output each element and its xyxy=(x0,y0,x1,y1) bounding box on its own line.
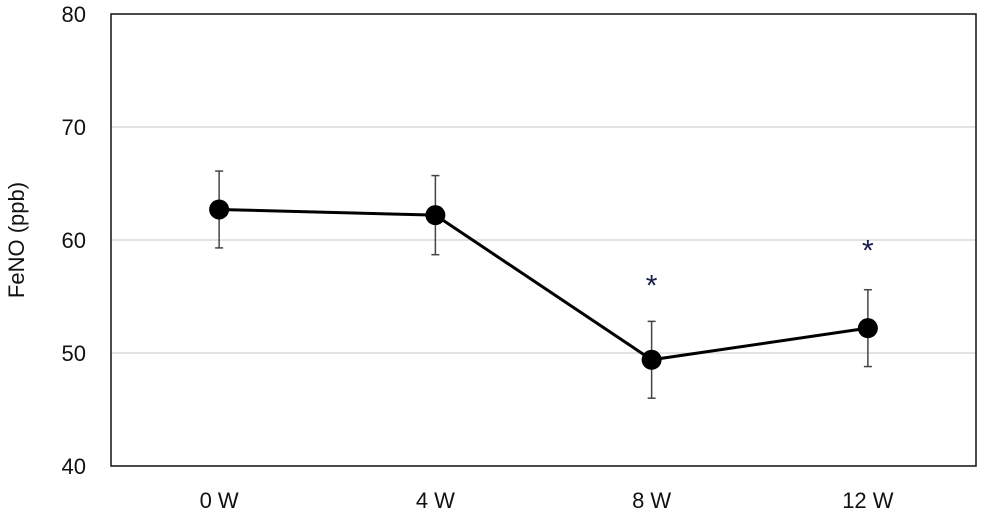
y-tick-label: 50 xyxy=(62,341,86,366)
error-bars xyxy=(215,170,872,399)
x-tick-label: 4 W xyxy=(416,488,455,513)
significance-star: * xyxy=(646,270,658,303)
gridlines xyxy=(111,126,976,354)
y-tick-label: 80 xyxy=(62,2,86,27)
series-line xyxy=(219,207,869,362)
x-axis-ticks: 0 W 4 W 8 W 12 W xyxy=(200,488,894,513)
data-points xyxy=(209,199,878,370)
data-point xyxy=(425,205,446,226)
significance-star: * xyxy=(862,235,874,268)
data-point xyxy=(641,349,662,370)
plot-area-frame xyxy=(110,13,977,467)
y-axis-label: FeNO (ppb) xyxy=(4,182,29,298)
x-tick-label: 12 W xyxy=(842,488,894,513)
data-point xyxy=(209,199,230,220)
y-tick-label: 40 xyxy=(62,454,86,479)
significance-annotations: ** xyxy=(646,235,874,303)
x-tick-label: 8 W xyxy=(632,488,671,513)
x-tick-label: 0 W xyxy=(200,488,239,513)
y-tick-label: 70 xyxy=(62,115,86,140)
y-tick-label: 60 xyxy=(62,228,86,253)
data-point xyxy=(857,318,878,339)
y-axis-ticks: 40 50 60 70 80 xyxy=(62,2,86,479)
